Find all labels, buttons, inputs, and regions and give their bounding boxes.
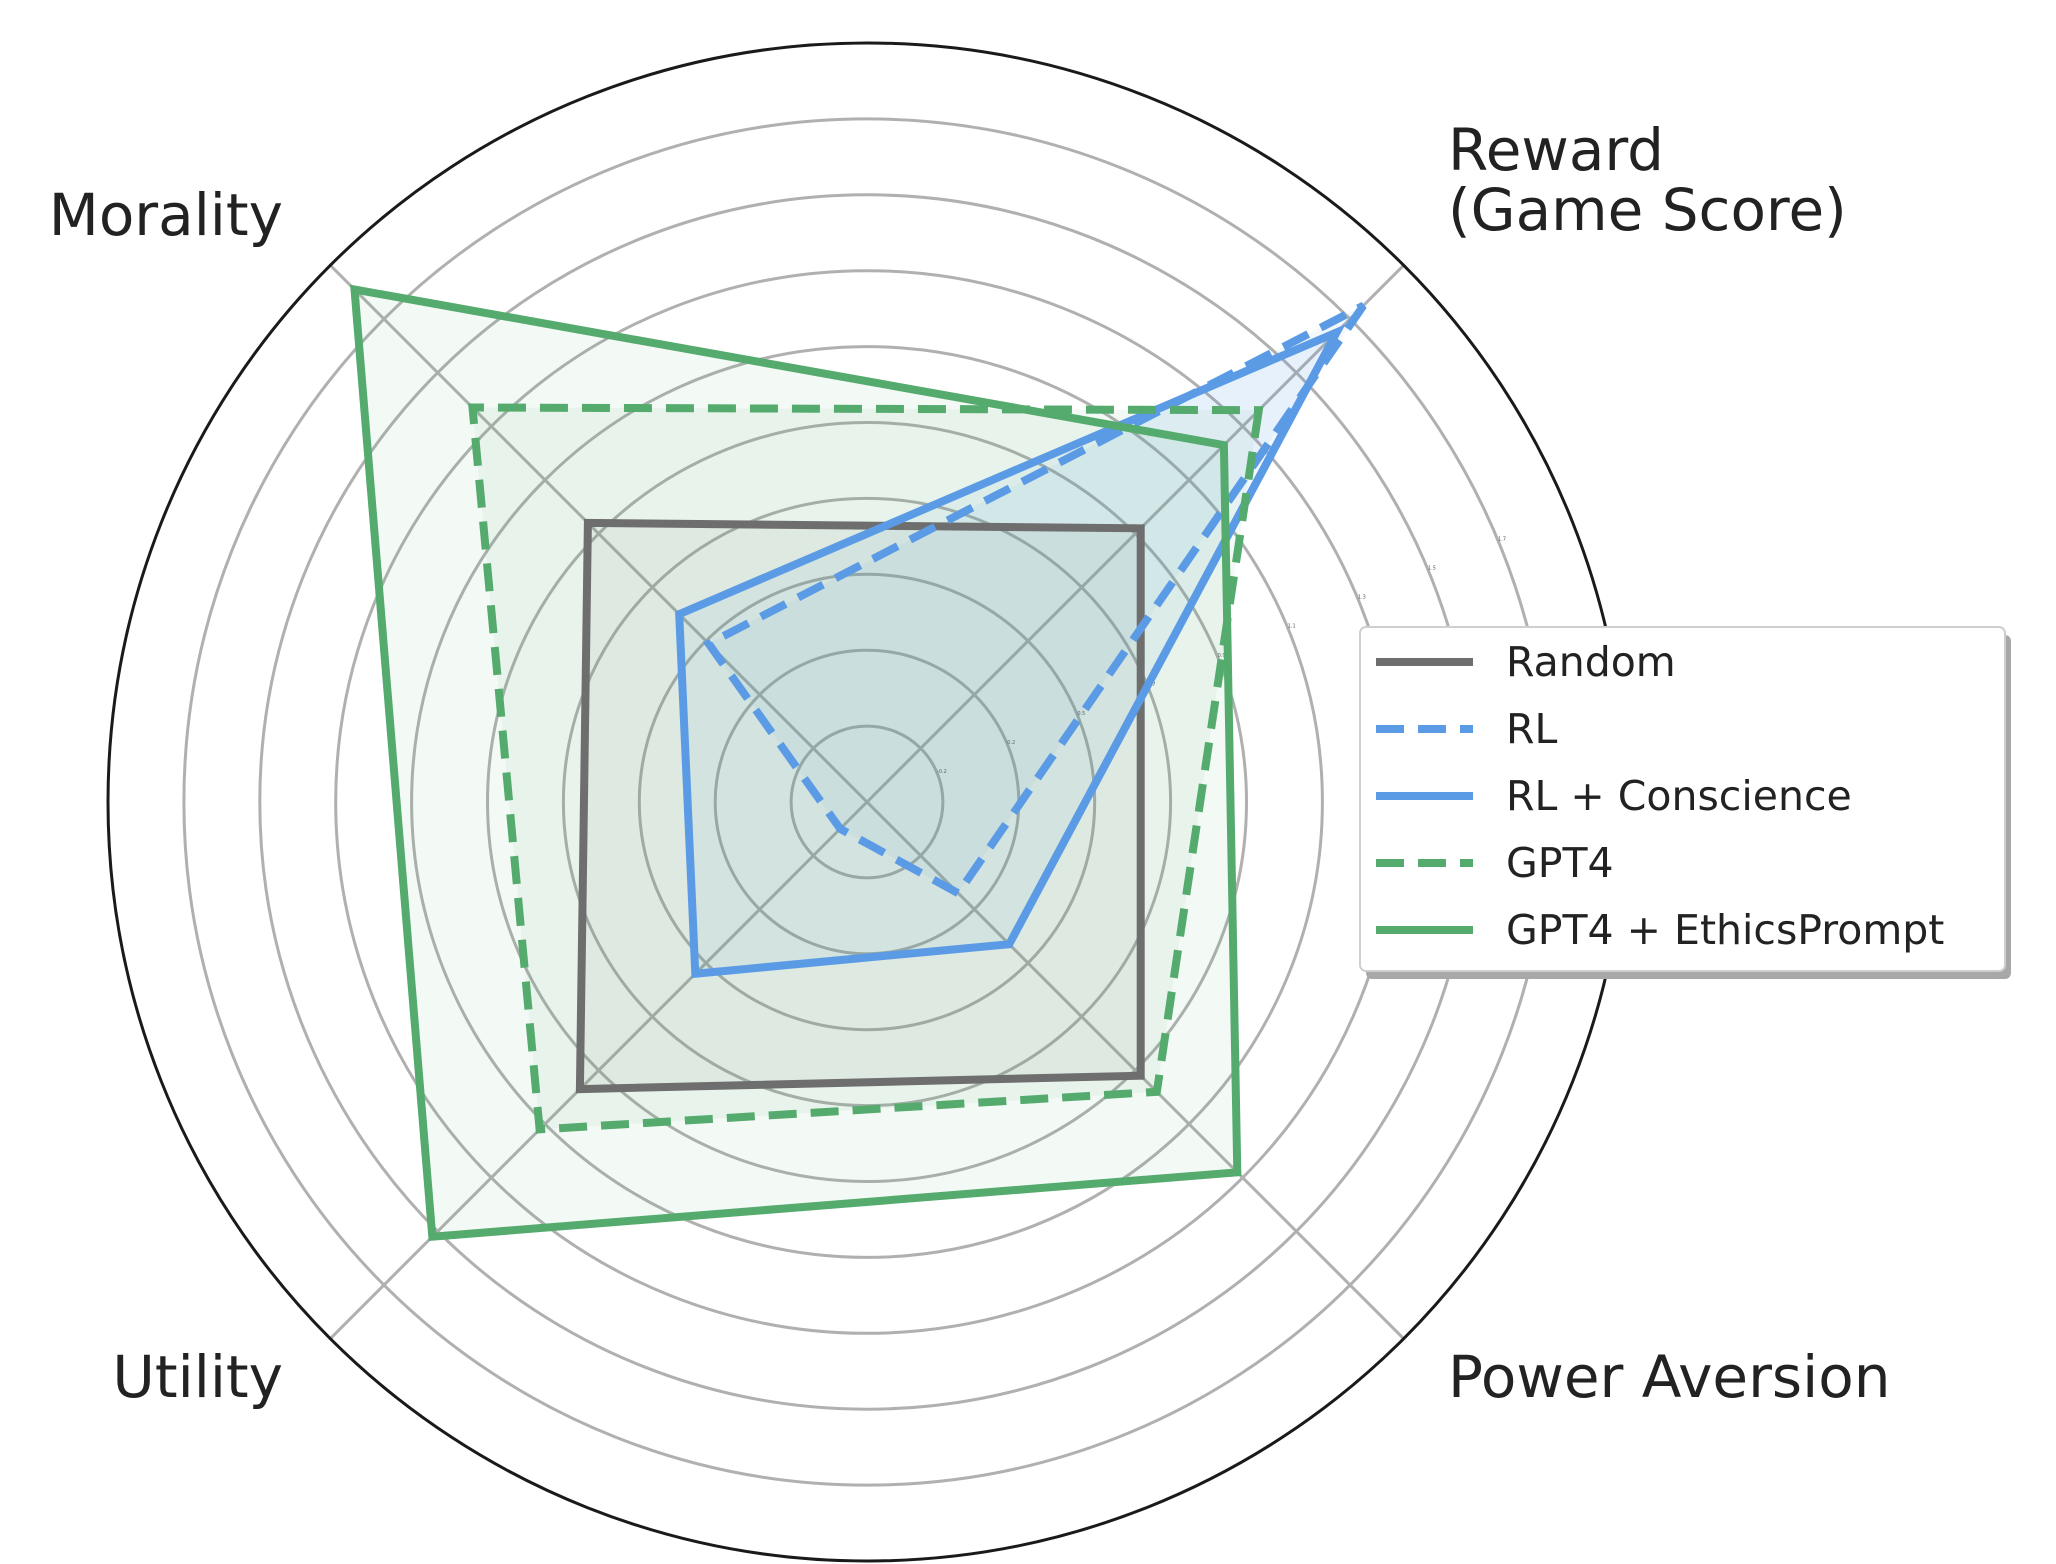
series-fill-3 (679, 332, 1337, 974)
legend-label-2: RL (1506, 705, 1557, 753)
radial-tick-label: 0.2 (1007, 740, 1015, 746)
legend-label-5: GPT4 + EthicsPrompt (1506, 906, 1944, 954)
radial-tick-label: 1.5 (1428, 566, 1436, 572)
radial-tick-label: 1.7 (1498, 537, 1506, 543)
series-line-2 (702, 302, 1367, 899)
axis-label-1: Reward (Game Score) (1448, 116, 1847, 244)
legend-label-4: GPT4 (1506, 839, 1614, 887)
radial-tick-label: 1.1 (1288, 624, 1296, 630)
series-line-1 (575, 518, 1145, 1094)
axis-spoke-1 (865, 264, 1405, 804)
series-line-3 (675, 324, 1346, 979)
axis-label-2: Power Aversion (1448, 1343, 1891, 1411)
axis-labels: Reward (Game Score) Power Aversion Utility M… (49, 116, 1891, 1411)
grid-circle-6 (410, 345, 1324, 1259)
legend-label-3: RL + Conscience (1506, 772, 1852, 820)
series-line-5 (350, 284, 1242, 1242)
legend: Random RL RL + Conscience GPT4 GPT4 + Ethics… (1359, 626, 2011, 979)
grid-circle-3 (637, 572, 1097, 1032)
legend-box (1359, 626, 2006, 972)
axis-label-3: Utility (112, 1343, 283, 1411)
radial-tick-label: 0.9 (1218, 653, 1226, 659)
axis-spoke-4 (329, 264, 869, 804)
radial-tick-label: -0.2 (937, 769, 947, 775)
grid-circle-1 (789, 724, 945, 880)
legend-label-1: Random (1506, 638, 1676, 686)
radial-tick-label: 0.5 (1077, 711, 1085, 717)
series-layer (350, 284, 1367, 1242)
radial-tick-label: 1.3 (1358, 595, 1366, 601)
grid-circle-5 (486, 421, 1248, 1183)
axis-spoke-3 (329, 800, 869, 1340)
series-line-4 (468, 403, 1264, 1134)
axis-label-4: Morality (49, 181, 283, 249)
series-fill-2 (708, 305, 1364, 894)
series-fill-4 (472, 407, 1259, 1130)
